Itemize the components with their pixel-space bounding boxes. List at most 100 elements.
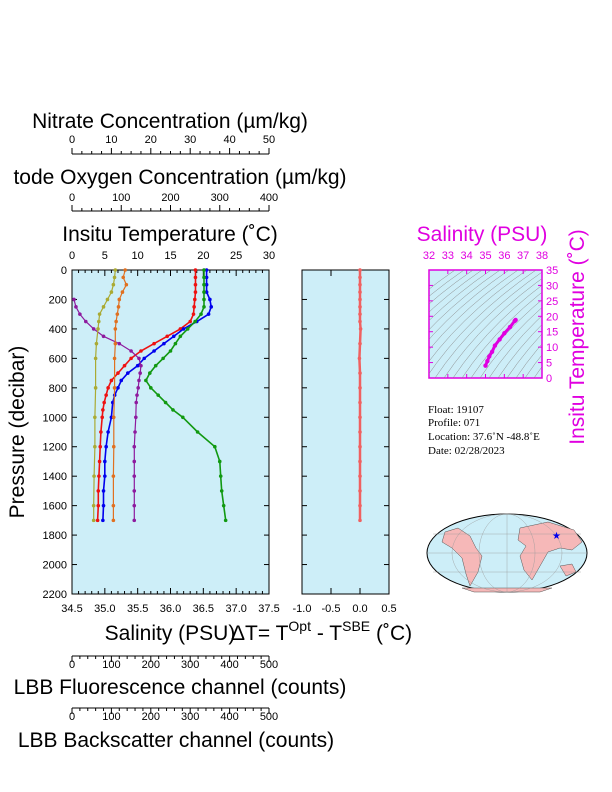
temperature-data-point bbox=[165, 334, 170, 339]
delta-t-data-point bbox=[358, 312, 362, 316]
nitrate-data-point bbox=[117, 341, 122, 346]
density-contour-line bbox=[429, 270, 501, 331]
oxygen-tick-label: 0 bbox=[69, 192, 75, 204]
series-layer bbox=[72, 268, 518, 523]
delta-t-data-point bbox=[358, 459, 362, 464]
oxygen-data-point bbox=[202, 305, 206, 309]
oxygen-data-point bbox=[202, 297, 206, 302]
fluorescence-data-point bbox=[91, 518, 96, 523]
oxygen-data-point bbox=[149, 386, 153, 390]
temperature-data-point bbox=[129, 356, 133, 361]
salinity-tick-label: 35.0 bbox=[94, 603, 115, 615]
density-contour-line bbox=[470, 299, 542, 378]
salinity-data-point bbox=[101, 518, 105, 523]
temperature-tick-label: 10 bbox=[132, 250, 144, 262]
salinity-data-point bbox=[104, 444, 108, 449]
ts-data-point bbox=[507, 324, 513, 330]
fluorescence-data-point bbox=[101, 305, 106, 309]
temperature-tick-label: 0 bbox=[69, 250, 75, 262]
fluorescence-data-point bbox=[96, 319, 101, 324]
fluorescence-tick-label: 300 bbox=[181, 659, 199, 671]
ts-temperature-tick-label: 5 bbox=[546, 358, 552, 370]
fluorescence-tick-label: 200 bbox=[142, 659, 160, 671]
fluorescence-data-point bbox=[109, 290, 114, 294]
salinity-tick-label: 36.0 bbox=[160, 603, 181, 615]
delta-t-data-point bbox=[358, 386, 362, 390]
backscatter-tick-label: 100 bbox=[102, 711, 120, 723]
pressure-tick-label: 800 bbox=[49, 383, 67, 395]
temperature-data-point bbox=[95, 518, 100, 523]
nitrate-data-point bbox=[101, 334, 106, 339]
backscatter-data-point bbox=[120, 290, 125, 294]
location: Location: 37.6˚N -48.8˚E bbox=[428, 431, 540, 443]
ts-temperature-tick-label: 10 bbox=[546, 342, 558, 354]
oxygen-data-point bbox=[217, 459, 222, 464]
delta-t-tick-label: -1.0 bbox=[293, 603, 312, 615]
temperature-data-point bbox=[96, 503, 101, 508]
temperature-data-point bbox=[97, 459, 102, 464]
fluorescence-data-point bbox=[112, 275, 117, 280]
delta-t-profile-line bbox=[358, 270, 362, 521]
oxygen-data-point bbox=[193, 319, 197, 324]
pressure-tick-label: 1800 bbox=[43, 530, 67, 542]
oxygen-data-point bbox=[218, 474, 223, 478]
salinity-tick-label: 36.5 bbox=[193, 603, 214, 615]
ts-data-point bbox=[483, 363, 488, 368]
oxygen-data-point bbox=[178, 334, 183, 339]
ts-data-point bbox=[513, 317, 518, 323]
temperature-data-point bbox=[109, 378, 114, 383]
density-contour-line bbox=[461, 291, 542, 378]
density-contour-line bbox=[497, 324, 542, 378]
backscatter-data-point bbox=[111, 518, 116, 523]
delta-t-data-point bbox=[358, 430, 362, 434]
delta-t-title-sup2: SBE bbox=[342, 618, 370, 634]
delta-t-data-point bbox=[358, 290, 362, 294]
density-contour-line bbox=[443, 278, 542, 378]
salinity-data-point bbox=[103, 459, 107, 464]
oxygen-data-point bbox=[199, 312, 203, 316]
ts-salinity-tick-label: 34 bbox=[461, 250, 473, 262]
density-contour-line bbox=[479, 307, 542, 378]
nitrate-data-point bbox=[134, 415, 138, 420]
backscatter-axis-title: LBB Backscatter channel (counts) bbox=[18, 729, 334, 752]
oxygen-tick-label: 400 bbox=[260, 192, 278, 204]
temperature-profile-line bbox=[96, 270, 197, 521]
temperature-data-point bbox=[193, 282, 198, 287]
oxygen-data-point bbox=[163, 400, 168, 405]
pressure-tick-label: 1000 bbox=[43, 412, 67, 424]
salinity-data-point bbox=[208, 297, 212, 302]
oxygen-data-point bbox=[173, 341, 178, 346]
salinity-data-point bbox=[162, 341, 166, 346]
delta-t-data-point bbox=[358, 518, 362, 523]
nitrate-data-point bbox=[137, 378, 141, 383]
ts-temperature-tick-label: 35 bbox=[546, 265, 558, 277]
temperature-data-point bbox=[98, 444, 103, 449]
oxygen-data-point bbox=[185, 327, 190, 331]
float-location-marker-icon: ★ bbox=[552, 531, 561, 542]
backscatter-data-point bbox=[113, 341, 118, 346]
nitrate-data-point bbox=[72, 297, 76, 302]
delta-t-data-point bbox=[358, 305, 362, 309]
ts-temperature-title: Insitu Temperature (˚C) bbox=[566, 229, 589, 445]
fluorescence-tick-label: 0 bbox=[69, 659, 75, 671]
temperature-tick-label: 20 bbox=[197, 250, 209, 262]
ts-temperature-tick-label: 15 bbox=[546, 327, 558, 339]
nitrate-tick-label: 40 bbox=[223, 134, 235, 146]
pressure-tick-label: 0 bbox=[61, 265, 67, 277]
backscatter-data-point bbox=[112, 386, 117, 390]
salinity-data-point bbox=[101, 489, 106, 493]
nitrate-data-point bbox=[132, 518, 137, 523]
oxygen-data-point bbox=[161, 356, 165, 361]
density-contour-line bbox=[429, 270, 492, 321]
delta-t-data-point bbox=[358, 415, 362, 420]
delta-t-data-point bbox=[358, 400, 362, 405]
delta-t-axis-title: ΔT= TOpt - TSBE (˚C) bbox=[231, 618, 412, 645]
salinity-axis-title: Salinity (PSU) bbox=[105, 622, 236, 645]
temperature-data-point bbox=[101, 408, 105, 412]
delta-t-data-point bbox=[358, 319, 362, 324]
delta-t-data-point bbox=[358, 371, 362, 375]
nitrate-tick-label: 10 bbox=[105, 134, 117, 146]
fluorescence-data-point bbox=[111, 282, 116, 287]
fluorescence-data-point bbox=[97, 312, 102, 316]
backscatter-data-point bbox=[124, 282, 129, 287]
